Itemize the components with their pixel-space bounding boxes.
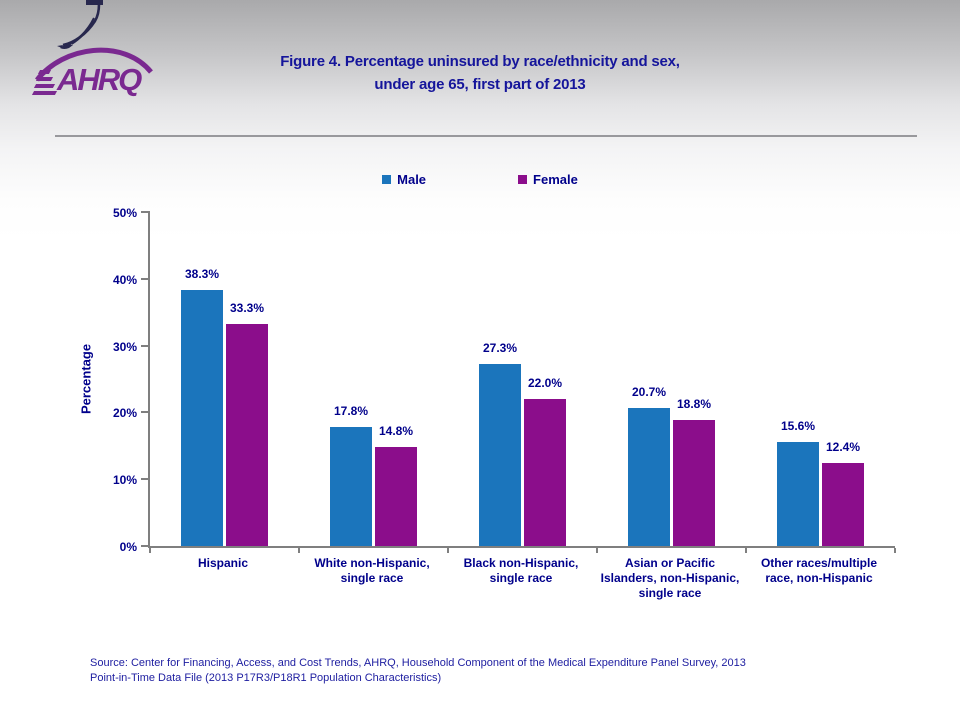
value-label-male-2: 27.3% xyxy=(482,340,518,355)
legend-item-male: Male xyxy=(382,172,426,187)
male-legend-label: Male xyxy=(397,172,427,187)
chart-title: Figure 4. Percentage uninsured by race/e… xyxy=(0,50,960,96)
value-label-female-4: 12.4% xyxy=(825,440,861,455)
y-tick xyxy=(141,411,150,414)
bar-wrap: 14.8% xyxy=(375,212,417,546)
y-tick-label: 10% xyxy=(112,473,137,488)
bar-female-2 xyxy=(524,399,566,546)
divider-line xyxy=(55,135,917,137)
y-tick xyxy=(141,478,150,481)
bar-wrap: 38.3% xyxy=(181,212,223,546)
category-label-0: Hispanic xyxy=(197,556,248,570)
x-tick xyxy=(149,548,151,553)
source-note: Source: Center for Financing, Access, an… xyxy=(90,656,930,686)
y-tick-label: 0% xyxy=(119,540,137,554)
chart-area: Percentage 38.3% 33.3% 17.8% 14.8% 27.3% 22.0… xyxy=(79,206,896,600)
value-label-female-0: 33.3% xyxy=(229,300,265,315)
category-label-4: Other races/multiple race, non-Hispanic xyxy=(760,556,878,585)
bar-wrap: 27.3% xyxy=(479,212,521,546)
bar-wrap: 33.3% xyxy=(226,212,268,546)
y-tick-label: 50% xyxy=(112,206,137,220)
legend-item-female: Female xyxy=(518,172,578,187)
x-tick xyxy=(894,548,896,553)
value-label-male-0: 38.3% xyxy=(184,267,220,282)
y-tick-label: 30% xyxy=(112,339,137,354)
bar-female-3 xyxy=(673,420,715,546)
bar-male-2 xyxy=(479,363,521,546)
hhs-eagle-icon xyxy=(57,0,103,49)
y-tick-label: 20% xyxy=(112,406,137,421)
bar-female-4 xyxy=(822,463,864,546)
chart-title-line2: under age 65, first part of 2013 xyxy=(374,76,586,93)
legend: Male Female xyxy=(0,172,960,187)
source-line1: Source: Center for Financing, Access, an… xyxy=(90,657,746,669)
y-axis-title: Percentage xyxy=(78,343,94,415)
value-label-female-3: 18.8% xyxy=(676,397,712,412)
bar-group-3: 20.7% 18.8% xyxy=(597,212,746,546)
bar-male-0 xyxy=(181,290,223,546)
bar-wrap: 18.8% xyxy=(673,212,715,546)
chart-title-line1: Figure 4. Percentage uninsured by race/e… xyxy=(280,53,680,70)
plot-area: 38.3% 33.3% 17.8% 14.8% 27.3% 22.0% 20.7% 18.8%… xyxy=(113,206,896,554)
bar-group-2: 27.3% 22.0% xyxy=(448,212,597,546)
y-tick xyxy=(141,545,150,547)
value-label-male-3: 20.7% xyxy=(631,384,667,399)
bar-male-4 xyxy=(777,441,819,546)
female-legend-swatch xyxy=(518,175,528,184)
value-label-male-4: 15.6% xyxy=(780,418,816,433)
bar-wrap: 17.8% xyxy=(330,212,372,546)
bar-wrap: 22.0% xyxy=(524,212,566,546)
bar-group-1: 17.8% 14.8% xyxy=(299,212,448,546)
male-legend-swatch xyxy=(382,175,392,184)
y-tick xyxy=(141,277,150,280)
bar-male-1 xyxy=(330,427,372,546)
value-label-female-1: 14.8% xyxy=(378,424,414,439)
bar-wrap: 15.6% xyxy=(777,212,819,546)
source-line2: Point-in-Time Data File (2013 P17R3/P18R… xyxy=(90,672,442,684)
ahrq-swoosh-icon xyxy=(35,47,153,82)
y-tick-label: 40% xyxy=(112,272,137,287)
x-axis-labels: Hispanic White non-Hispanic, single race B… xyxy=(148,556,893,626)
category-label-1: White non-Hispanic, single race xyxy=(314,556,430,585)
category-label-3: Asian or Pacific Islanders, non-Hispanic… xyxy=(600,556,740,600)
bar-female-0 xyxy=(226,323,268,546)
value-label-female-2: 22.0% xyxy=(527,376,563,391)
value-label-male-1: 17.8% xyxy=(333,404,369,419)
x-tick xyxy=(745,548,747,553)
bar-group-0: 38.3% 33.3% xyxy=(150,212,299,546)
bar-group-4: 15.6% 12.4% xyxy=(746,212,895,546)
y-tick xyxy=(141,211,150,213)
y-tick xyxy=(141,344,150,347)
x-tick xyxy=(298,548,300,553)
bar-wrap: 12.4% xyxy=(822,212,864,546)
ahrq-logo: AHRQ xyxy=(31,44,155,106)
category-label-2: Black non-Hispanic, single race xyxy=(463,556,579,585)
female-legend-label: Female xyxy=(533,172,578,187)
bar-female-1 xyxy=(375,447,417,546)
bar-male-3 xyxy=(628,407,670,546)
bar-wrap: 20.7% xyxy=(628,212,670,546)
x-tick xyxy=(447,548,449,553)
ahrq-logo-text: AHRQ xyxy=(57,62,142,97)
x-tick xyxy=(596,548,598,553)
